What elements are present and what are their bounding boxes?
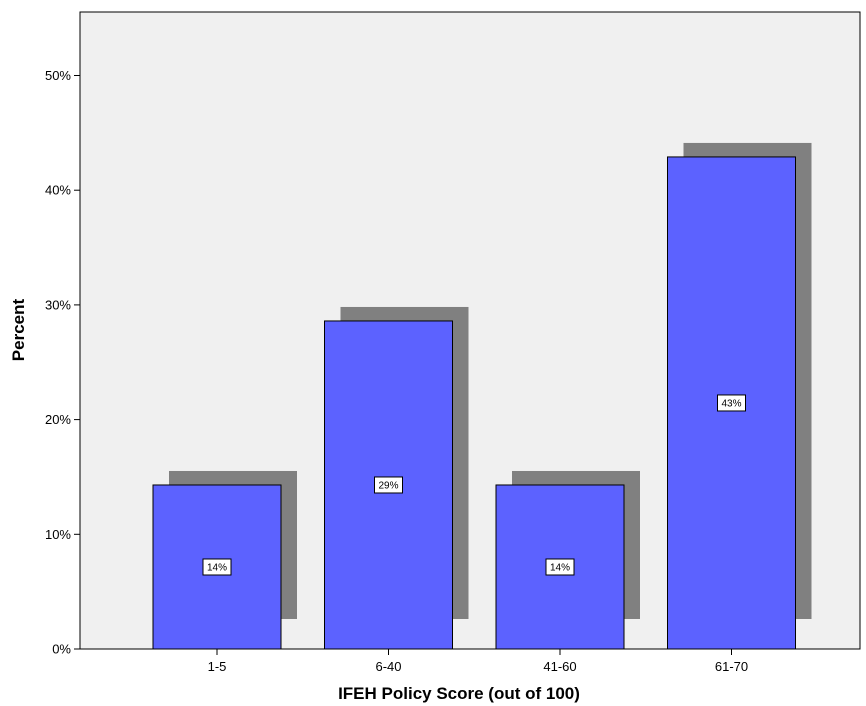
x-tick-label: 6-40	[375, 659, 401, 674]
data-label-box	[202, 558, 232, 576]
data-label: 43%	[717, 394, 746, 412]
y-tick-label: 20%	[45, 412, 71, 427]
y-axis-ticks: 0% 10% 20% 30% 40% 50%	[45, 68, 80, 657]
data-label-box	[717, 394, 746, 412]
data-label-text: 14%	[207, 562, 227, 573]
data-label: 14%	[202, 558, 232, 576]
data-label-box	[374, 476, 403, 494]
data-labels: 14% 29% 14% 43%	[202, 394, 746, 576]
x-axis-ticks: 1-5 6-40 41-60 61-70	[208, 649, 748, 674]
data-label: 29%	[374, 476, 403, 494]
y-tick-label: 0%	[52, 642, 71, 657]
data-label: 14%	[545, 558, 575, 576]
data-label-text: 29%	[378, 480, 398, 491]
y-tick-label: 40%	[45, 183, 71, 198]
y-tick-label: 50%	[45, 68, 71, 83]
x-tick-label: 41-60	[543, 659, 576, 674]
bars	[152, 156, 796, 650]
y-tick-label: 10%	[45, 527, 71, 542]
x-tick-label: 61-70	[715, 659, 748, 674]
y-axis-title: Percent	[9, 298, 28, 361]
data-label-text: 14%	[550, 562, 570, 573]
data-label-box	[545, 558, 575, 576]
x-tick-label: 1-5	[208, 659, 227, 674]
x-axis-title: IFEH Policy Score (out of 100)	[338, 684, 580, 703]
y-tick-label: 30%	[45, 297, 71, 312]
data-label-text: 43%	[721, 398, 741, 409]
